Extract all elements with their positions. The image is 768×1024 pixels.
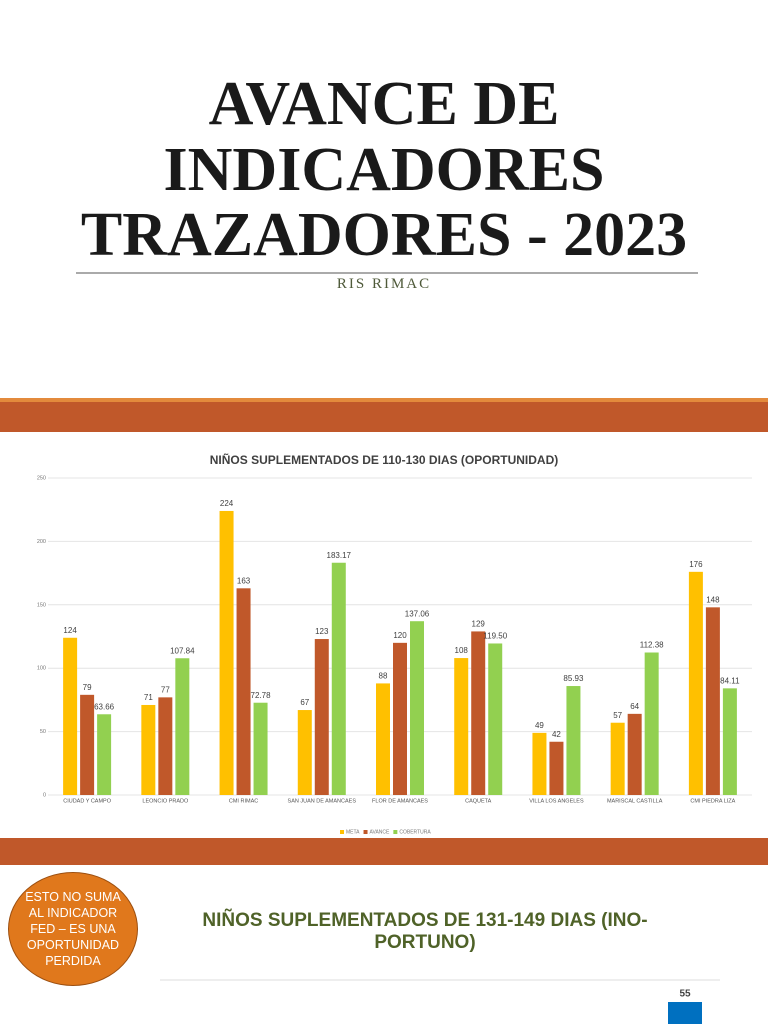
data-label: 123 <box>315 627 329 636</box>
bar <box>175 658 190 795</box>
x-tick-label: MARISCAL CASTILLA <box>607 798 663 804</box>
bar <box>705 607 720 795</box>
data-label: 107.84 <box>170 646 195 655</box>
data-label: 108 <box>455 646 469 655</box>
bar <box>393 642 407 795</box>
bar <box>97 714 112 795</box>
data-label: 49 <box>535 721 544 730</box>
y-tick-label: 250 <box>37 475 46 481</box>
data-label: 77 <box>161 685 170 694</box>
bar <box>488 643 503 795</box>
bar <box>668 1002 702 1024</box>
data-label: 79 <box>83 683 92 692</box>
bar <box>532 732 547 795</box>
data-label: 112.38 <box>640 641 664 650</box>
legend-label: COBERTURA <box>399 829 431 835</box>
x-tick-label: LEONCIO PRADO <box>142 798 189 804</box>
bar <box>410 621 424 795</box>
legend-label: AVANCE <box>370 829 390 835</box>
data-label: 137.06 <box>405 609 430 618</box>
y-tick-label: 100 <box>37 666 46 672</box>
data-label: 42 <box>552 730 561 739</box>
chart-title: NIÑOS SUPLEMENTADOS DE 110-130 DIAS (OPO… <box>210 452 559 467</box>
data-label: 176 <box>689 560 703 569</box>
legend-label: META <box>346 829 360 835</box>
data-label: 67 <box>300 698 309 707</box>
chart-title: NIÑOS SUPLEMENTADOS DE 131-149 DIAS (INO… <box>202 910 648 953</box>
bar <box>688 571 703 795</box>
data-label: 148 <box>706 595 720 604</box>
y-tick-label: 0 <box>43 792 46 798</box>
bar <box>566 686 581 795</box>
data-label: 124 <box>63 626 77 635</box>
bar <box>236 588 251 795</box>
data-label: 57 <box>613 711 622 720</box>
band <box>0 402 768 432</box>
bar <box>314 639 329 795</box>
bar <box>471 631 486 795</box>
y-tick-label: 50 <box>40 729 46 735</box>
bar <box>141 704 156 795</box>
bar <box>376 683 390 795</box>
data-label: 71 <box>144 693 153 702</box>
data-label: 119.50 <box>483 632 507 641</box>
legend-swatch <box>393 830 398 834</box>
data-label: 163 <box>237 576 251 585</box>
title: AVANCE DE <box>208 70 560 138</box>
bar <box>158 697 173 795</box>
data-label: 85.93 <box>563 674 584 683</box>
band <box>0 838 768 865</box>
legend-swatch <box>363 830 368 834</box>
data-label: 88 <box>379 672 388 681</box>
data-label: 129 <box>472 620 486 629</box>
data-label: 64 <box>630 702 639 711</box>
callout: ESTO NO SUMA AL INDICADOR FED – ES UNA O… <box>8 872 138 986</box>
y-tick-label: 200 <box>37 539 46 545</box>
bar <box>331 562 346 795</box>
x-tick-label: CAQUETA <box>465 798 492 804</box>
bar <box>454 658 469 795</box>
bar <box>63 637 78 795</box>
bar <box>219 510 234 795</box>
x-tick-label: FLOR DE AMANCAES <box>372 798 428 804</box>
x-tick-label: CMI PIEDRA LIZA <box>690 798 735 804</box>
data-label: 63.66 <box>94 702 115 711</box>
x-tick-label: CMI RIMAC <box>229 798 258 804</box>
data-label: 224 <box>220 499 234 508</box>
bar <box>722 688 737 795</box>
x-tick-label: SAN JUAN DE AMANCAES <box>288 798 357 804</box>
x-tick-label: VILLA LOS ANGELES <box>529 798 584 804</box>
bar <box>253 702 268 795</box>
subtitle: RIS RIMAC <box>336 276 432 292</box>
bar <box>627 713 642 795</box>
band-edge <box>0 398 768 402</box>
bar <box>80 694 95 795</box>
bar <box>610 722 625 795</box>
data-label: 183.17 <box>327 551 352 560</box>
data-label: 55 <box>679 989 691 1000</box>
y-tick-label: 150 <box>37 602 46 608</box>
data-label: 72.78 <box>251 691 272 700</box>
data-label: 84.11 <box>720 676 740 685</box>
bar <box>297 710 312 795</box>
legend-swatch <box>340 830 344 834</box>
data-label: 120 <box>393 631 407 640</box>
bar <box>644 652 659 795</box>
bar <box>549 741 564 795</box>
title: TRAZADORES - 2023 <box>80 201 688 269</box>
x-tick-label: CIUDAD Y CAMPO <box>63 798 112 804</box>
title: INDICADORES <box>163 136 605 204</box>
